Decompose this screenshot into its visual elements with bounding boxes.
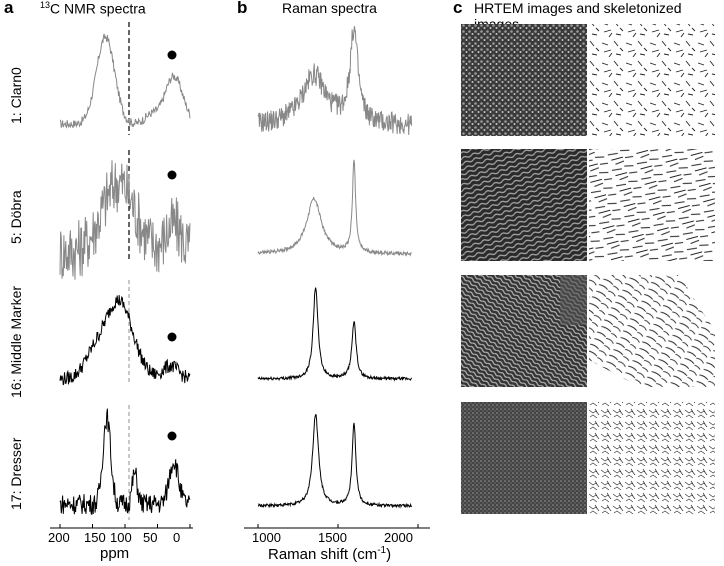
raman-tick-1000: 1000 (252, 530, 281, 545)
skeleton-image-1 (589, 24, 715, 136)
nmr-tick-100: 100 (110, 530, 132, 545)
panel-letter-b: b (237, 0, 248, 17)
nmr-line-4 (59, 408, 191, 516)
hrtem-image-1 (461, 24, 587, 136)
raman-axis-label-end: ) (386, 546, 392, 563)
panel-title-nmr: 13C NMR spectra (40, 0, 146, 17)
nmr-line-3 (59, 295, 191, 386)
raman-axis-label: Raman shift (cm-1) (268, 545, 391, 563)
panel-title-raman: Raman spectra (282, 0, 377, 16)
raman-axis-label-sup: -1 (377, 545, 387, 556)
nmr-dot-4 (167, 431, 177, 441)
nmr-x-axis (50, 524, 193, 529)
nmr-line-1 (59, 33, 191, 129)
panel-title-nmr-text: C NMR spectra (50, 0, 146, 17)
raman-line-3 (257, 287, 413, 382)
hrtem-image-4 (461, 402, 587, 514)
nmr-line-2 (59, 160, 191, 280)
panel-letter-c: c (453, 0, 463, 17)
nmr-dot-1 (167, 50, 177, 60)
raman-tick-1500: 1500 (318, 530, 347, 545)
nmr-dot-3 (167, 332, 177, 342)
hrtem-image-2 (461, 149, 587, 261)
raman-tick-2000: 2000 (384, 530, 413, 545)
nmr-tick-200: 200 (48, 530, 70, 545)
nmr-tick-50: 50 (143, 530, 158, 545)
skeleton-image-2 (589, 149, 715, 261)
raman-axis-label-text: Raman shift (cm (268, 546, 378, 563)
raman-line-2 (257, 159, 412, 258)
nmr-tick-150: 150 (84, 530, 106, 545)
raman-line-4 (257, 414, 413, 509)
nmr-dot-2 (167, 170, 177, 180)
skeleton-image-4 (589, 402, 715, 514)
panel-letter-a: a (4, 0, 14, 17)
nmr-tick-0: 0 (173, 530, 181, 545)
raman-line-1 (257, 25, 413, 136)
raman-x-axis (244, 524, 430, 529)
superscript-13: 13 (40, 0, 51, 10)
nmr-axis-label: ppm (100, 545, 130, 562)
